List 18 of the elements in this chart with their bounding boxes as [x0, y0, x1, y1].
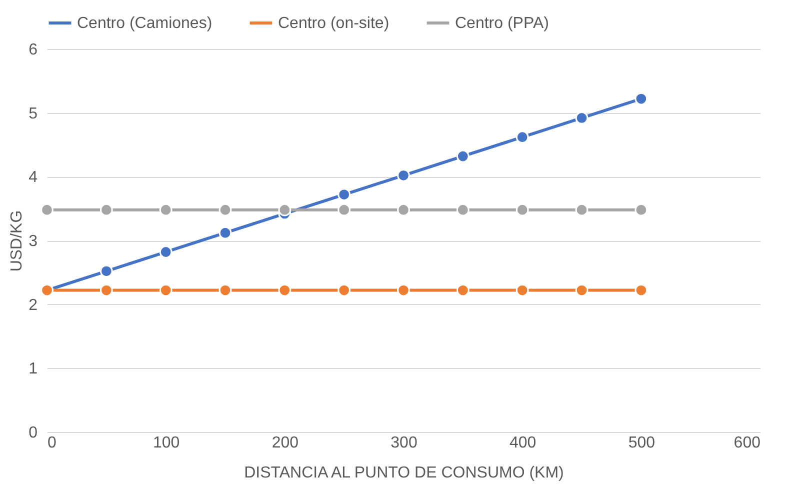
legend-label: Centro (PPA) [455, 15, 549, 32]
y-tick-label: 5 [28, 105, 38, 122]
y-axis-title: USD/KG [8, 210, 26, 272]
y-tick-label: 2 [28, 296, 38, 314]
y-tick-label: 3 [28, 233, 38, 250]
x-tick-label: 0 [48, 434, 56, 452]
x-axis-title: DISTANCIA AL PUNTO DE CONSUMO (KM) [244, 464, 564, 482]
legend-label: Centro (Camiones) [77, 15, 212, 32]
legend-label: Centro (on-site) [278, 15, 390, 32]
y-tick-label: 6 [28, 42, 38, 58]
x-tick-label: 400 [509, 434, 536, 452]
x-tick-label: 300 [390, 434, 418, 452]
x-tick-label: 200 [272, 434, 299, 452]
x-tick-label: 600 [734, 434, 761, 452]
x-tick-label: 100 [152, 434, 180, 452]
x-tick-label: 500 [628, 434, 656, 452]
y-tick-label: 1 [28, 360, 38, 378]
y-tick-label: 4 [28, 169, 38, 186]
